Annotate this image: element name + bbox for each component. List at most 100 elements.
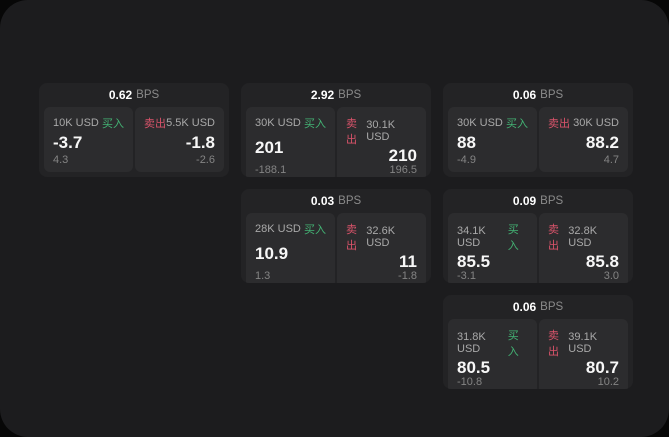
sell-tile-header: 卖出 32.8K USD xyxy=(548,221,619,253)
buy-size-label: 30K USD xyxy=(255,117,301,129)
quote-card: 0.62 BPS 10K USD 买入 -3.7 4.3 卖出 5.5K USD… xyxy=(39,83,229,177)
sell-size-label: 30.1K USD xyxy=(366,119,396,143)
buy-quote-tile[interactable]: 10K USD 买入 -3.7 4.3 xyxy=(44,107,133,172)
buy-tile-header: 31.8K USD 买入 xyxy=(457,327,528,359)
buy-size-label: 34.1K USD xyxy=(457,225,486,249)
bps-unit-label: BPS xyxy=(540,301,564,313)
sell-tile-header: 卖出 32.6K USD xyxy=(346,221,417,253)
buy-delta-value: 4.3 xyxy=(53,154,69,166)
bps-value: 0.03 xyxy=(310,194,335,208)
bps-unit-label: BPS xyxy=(136,89,160,101)
buy-size-label: 10K USD xyxy=(53,117,99,129)
sell-size-label: 5.5K USD xyxy=(166,117,215,129)
sell-size-label: 30K USD xyxy=(573,117,619,129)
sell-side-label: 卖出 xyxy=(548,330,559,358)
buy-delta-value: 1.3 xyxy=(255,270,271,282)
bps-unit-label: BPS xyxy=(540,195,564,207)
sell-price-value: -1.8 xyxy=(185,133,215,152)
quote-panes: 34.1K USD 买入 85.5 -3.1 卖出 32.8K USD 85.8… xyxy=(443,213,633,283)
sell-delta-value: -2.6 xyxy=(196,154,215,166)
bps-header: 0.06 BPS xyxy=(443,295,633,319)
buy-price-value: -3.7 xyxy=(53,133,83,152)
sell-delta-value: 10.2 xyxy=(597,376,619,388)
sell-delta-value: 4.7 xyxy=(603,154,619,166)
sell-side-label: 卖出 xyxy=(346,224,357,252)
buy-delta-value: -3.1 xyxy=(457,270,476,282)
buy-quote-tile[interactable]: 30K USD 买入 201 -188.1 xyxy=(246,107,335,177)
buy-delta-value: -4.9 xyxy=(457,154,476,166)
buy-side-label: 买入 xyxy=(102,118,124,130)
bps-header: 0.06 BPS xyxy=(443,83,633,107)
buy-quote-tile[interactable]: 31.8K USD 买入 80.5 -10.8 xyxy=(448,319,537,389)
buy-side-label: 买入 xyxy=(304,224,326,236)
buy-tile-header: 30K USD 买入 xyxy=(457,115,528,131)
bps-value: 0.09 xyxy=(512,194,537,208)
quote-panes: 30K USD 买入 201 -188.1 卖出 30.1K USD 210 1… xyxy=(241,107,431,177)
sell-price-value: 11 xyxy=(399,252,417,271)
sell-tile-header: 卖出 30.1K USD xyxy=(346,115,417,147)
sell-size-label: 32.6K USD xyxy=(366,225,396,249)
buy-tile-header: 34.1K USD 买入 xyxy=(457,221,528,253)
sell-side-label: 卖出 xyxy=(346,118,357,146)
bps-unit-label: BPS xyxy=(338,89,362,101)
bps-header: 0.09 BPS xyxy=(443,189,633,213)
quote-card: 2.92 BPS 30K USD 买入 201 -188.1 卖出 30.1K … xyxy=(241,83,431,177)
sell-price-value: 88.2 xyxy=(585,133,619,152)
sell-delta-value: 196.5 xyxy=(389,164,417,176)
buy-quote-tile[interactable]: 34.1K USD 买入 85.5 -3.1 xyxy=(448,213,537,283)
buy-price-value: 85.5 xyxy=(457,252,491,271)
sell-delta-value: -1.8 xyxy=(398,270,417,282)
buy-size-label: 31.8K USD xyxy=(457,331,486,355)
sell-side-label: 卖出 xyxy=(548,118,570,130)
sell-quote-tile[interactable]: 卖出 32.8K USD 85.8 3.0 xyxy=(539,213,628,283)
bps-header: 0.62 BPS xyxy=(39,83,229,107)
sell-quote-tile[interactable]: 卖出 39.1K USD 80.7 10.2 xyxy=(539,319,628,389)
bps-unit-label: BPS xyxy=(338,195,362,207)
sell-size-label: 32.8K USD xyxy=(568,225,598,249)
sell-tile-header: 卖出 39.1K USD xyxy=(548,327,619,359)
sell-price-value: 80.7 xyxy=(585,358,619,377)
quote-panes: 30K USD 买入 88 -4.9 卖出 30K USD 88.2 4.7 xyxy=(443,107,633,177)
buy-quote-tile[interactable]: 28K USD 买入 10.9 1.3 xyxy=(246,213,335,283)
sell-quote-tile[interactable]: 卖出 5.5K USD -1.8 -2.6 xyxy=(135,107,224,172)
sell-tile-header: 卖出 30K USD xyxy=(548,115,619,131)
quote-panes: 31.8K USD 买入 80.5 -10.8 卖出 39.1K USD 80.… xyxy=(443,319,633,389)
bps-unit-label: BPS xyxy=(540,89,564,101)
buy-side-label: 买入 xyxy=(506,118,528,130)
sell-delta-value: 3.0 xyxy=(603,270,619,282)
bps-value: 0.06 xyxy=(512,300,537,314)
bps-value: 2.92 xyxy=(310,88,335,102)
buy-tile-header: 30K USD 买入 xyxy=(255,115,326,131)
buy-delta-value: -10.8 xyxy=(457,376,483,388)
sell-size-label: 39.1K USD xyxy=(568,331,598,355)
quote-card: 0.03 BPS 28K USD 买入 10.9 1.3 卖出 32.6K US… xyxy=(241,189,431,283)
buy-side-label: 买入 xyxy=(304,118,326,130)
bps-header: 0.03 BPS xyxy=(241,189,431,213)
buy-tile-header: 28K USD 买入 xyxy=(255,221,326,237)
quote-panes: 10K USD 买入 -3.7 4.3 卖出 5.5K USD -1.8 -2.… xyxy=(39,107,229,177)
sell-side-label: 卖出 xyxy=(144,118,166,130)
buy-side-label: 买入 xyxy=(507,224,519,252)
buy-side-label: 买入 xyxy=(507,330,519,358)
buy-price-value: 201 xyxy=(255,138,284,157)
quotes-grid: 0.62 BPS 10K USD 买入 -3.7 4.3 卖出 5.5K USD… xyxy=(39,83,633,389)
sell-price-value: 210 xyxy=(388,146,417,165)
bps-header: 2.92 BPS xyxy=(241,83,431,107)
buy-size-label: 30K USD xyxy=(457,117,503,129)
buy-delta-value: -188.1 xyxy=(255,164,287,176)
sell-quote-tile[interactable]: 卖出 30K USD 88.2 4.7 xyxy=(539,107,628,172)
sell-quote-tile[interactable]: 卖出 30.1K USD 210 196.5 xyxy=(337,107,426,177)
sell-tile-header: 卖出 5.5K USD xyxy=(144,115,215,131)
sell-quote-tile[interactable]: 卖出 32.6K USD 11 -1.8 xyxy=(337,213,426,283)
buy-tile-header: 10K USD 买入 xyxy=(53,115,124,131)
buy-price-value: 10.9 xyxy=(255,244,289,263)
quote-card: 0.06 BPS 30K USD 买入 88 -4.9 卖出 30K USD 8… xyxy=(443,83,633,177)
quote-card: 0.09 BPS 34.1K USD 买入 85.5 -3.1 卖出 32.8K… xyxy=(443,189,633,283)
sell-price-value: 85.8 xyxy=(585,252,619,271)
bps-value: 0.06 xyxy=(512,88,537,102)
buy-size-label: 28K USD xyxy=(255,223,301,235)
buy-quote-tile[interactable]: 30K USD 买入 88 -4.9 xyxy=(448,107,537,172)
buy-price-value: 80.5 xyxy=(457,358,491,377)
bps-value: 0.62 xyxy=(108,88,133,102)
